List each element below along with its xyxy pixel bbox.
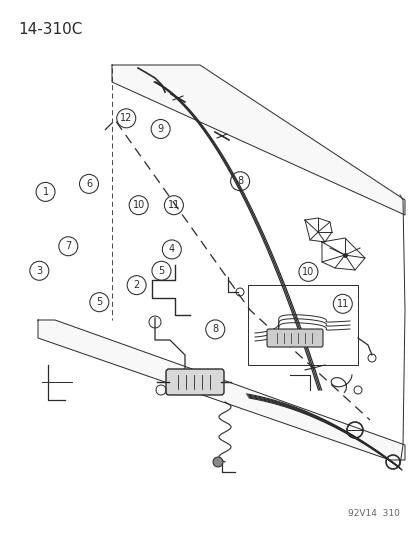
Text: 3: 3 <box>36 266 42 276</box>
Polygon shape <box>112 65 404 215</box>
Text: 12: 12 <box>120 114 132 123</box>
Text: 6: 6 <box>86 179 92 189</box>
FancyBboxPatch shape <box>166 369 223 395</box>
Text: 5: 5 <box>96 297 102 307</box>
FancyBboxPatch shape <box>266 329 322 347</box>
Text: 5: 5 <box>158 266 164 276</box>
Text: 7: 7 <box>65 241 71 251</box>
Text: 10: 10 <box>132 200 145 210</box>
Text: 8: 8 <box>237 176 242 186</box>
Bar <box>247 285 357 365</box>
Text: 11: 11 <box>336 299 348 309</box>
Text: 9: 9 <box>157 124 163 134</box>
Text: 1: 1 <box>43 187 48 197</box>
Text: 10: 10 <box>301 267 314 277</box>
Text: 11: 11 <box>167 200 180 210</box>
Polygon shape <box>38 320 404 460</box>
Text: 14-310C: 14-310C <box>18 22 82 37</box>
Text: 8: 8 <box>212 325 218 334</box>
Text: 4: 4 <box>169 245 174 254</box>
Text: 92V14  310: 92V14 310 <box>347 509 399 518</box>
Text: 2: 2 <box>133 280 140 290</box>
Circle shape <box>212 457 223 467</box>
